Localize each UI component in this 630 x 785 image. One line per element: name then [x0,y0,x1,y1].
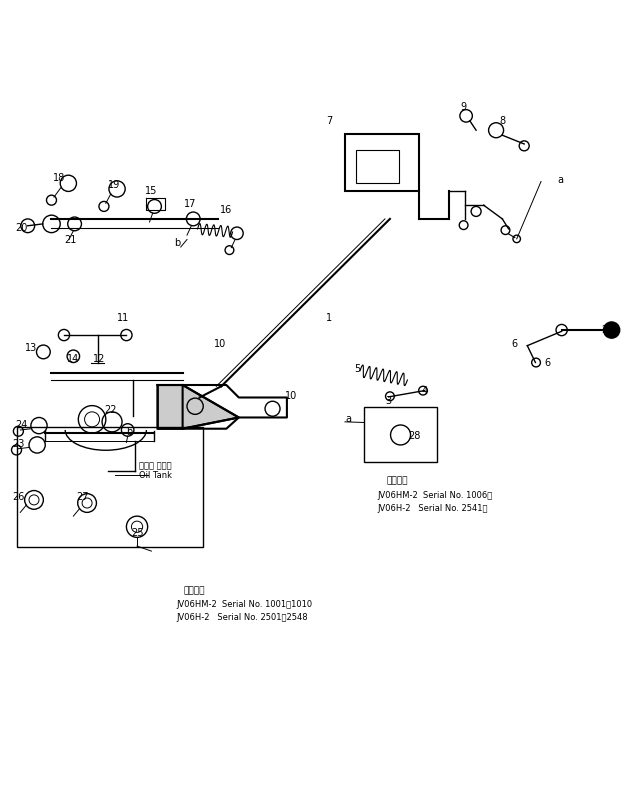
Text: JV06HM-2  Serial No. 1006～: JV06HM-2 Serial No. 1006～ [377,491,493,500]
Text: a: a [558,175,563,185]
Text: 4: 4 [421,385,427,396]
Text: 3: 3 [386,396,392,406]
Bar [355,150,399,184]
Text: 26: 26 [12,492,25,502]
Text: 11: 11 [117,312,129,323]
Text: 13: 13 [25,342,37,352]
Circle shape [604,322,620,338]
Text: 21: 21 [64,235,76,244]
Text: 12: 12 [93,354,106,364]
Text: 20: 20 [15,223,28,233]
Text: JV06H-2   Serial No. 2501～2548: JV06H-2 Serial No. 2501～2548 [176,613,308,622]
Text: b: b [175,238,181,247]
Bar [345,134,419,192]
Text: 17: 17 [184,199,197,209]
Text: b: b [127,427,133,436]
Polygon shape [158,385,239,429]
Text: 14: 14 [67,354,79,364]
Bar [364,407,437,462]
Text: 24: 24 [15,420,28,430]
Text: 10: 10 [214,339,226,349]
Text: 1: 1 [326,312,333,323]
Text: 22: 22 [105,405,117,415]
Text: 10: 10 [285,391,297,400]
Text: 6: 6 [544,357,551,367]
Text: 19: 19 [108,180,120,189]
Text: 27: 27 [76,492,89,502]
Text: オイル タンク: オイル タンク [139,462,171,471]
Text: 適用号番: 適用号番 [387,476,408,486]
Text: 18: 18 [53,173,65,184]
Text: 6: 6 [512,339,518,349]
Text: JV06H-2   Serial No. 2541～: JV06H-2 Serial No. 2541～ [377,504,488,513]
Text: 9: 9 [460,101,466,111]
Text: 5: 5 [353,363,360,374]
Text: 適用号番: 適用号番 [184,586,205,596]
Text: 2: 2 [601,325,607,335]
Text: 23: 23 [12,439,25,449]
Text: 15: 15 [145,186,158,196]
Text: JV06HM-2  Serial No. 1001～1010: JV06HM-2 Serial No. 1001～1010 [176,601,312,609]
Text: a: a [345,414,351,424]
Text: 25: 25 [131,528,143,538]
Text: 16: 16 [220,205,232,214]
Text: 28: 28 [409,431,421,441]
Text: Oil Tank: Oil Tank [139,471,172,480]
Text: 8: 8 [499,116,505,126]
Text: 7: 7 [326,116,333,126]
Bar [16,428,203,547]
